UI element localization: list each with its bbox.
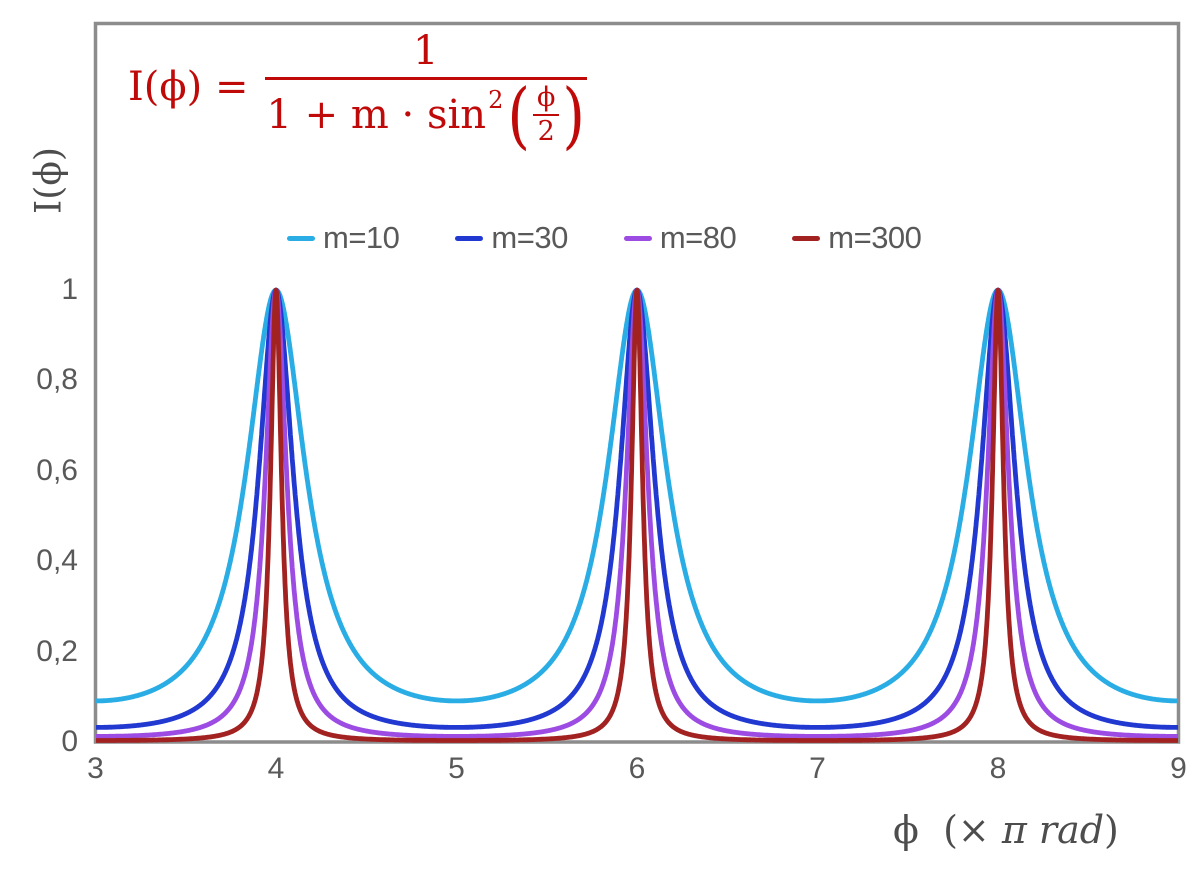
formula-inner-denominator: 2 bbox=[537, 115, 555, 147]
x-tick-label-4: 4 bbox=[267, 752, 285, 785]
formula-denominator-text: 1 + m · sin bbox=[266, 91, 487, 138]
formula-inner-numerator: ϕ bbox=[533, 83, 560, 116]
formula-exponent: 2 bbox=[488, 86, 504, 115]
x-axis-title-spacer2 bbox=[990, 808, 1002, 852]
legend: m=10 m=30 m=80 m=300 bbox=[287, 220, 922, 256]
y-tick-label-0.6: 0,6 bbox=[36, 453, 78, 487]
y-tick-label-0.2: 0,2 bbox=[36, 634, 78, 668]
y-tick-label-0.4: 0,4 bbox=[36, 544, 78, 578]
formula-lhs: I(ϕ) = bbox=[128, 64, 249, 111]
x-tick-label-6: 6 bbox=[628, 752, 646, 785]
x-tick-label-9: 9 bbox=[1170, 752, 1187, 785]
legend-swatch-icon bbox=[287, 235, 315, 241]
x-axis-title: ϕ (× π rad) bbox=[893, 808, 1119, 852]
legend-label: m=10 bbox=[323, 220, 400, 255]
legend-item-m10: m=10 bbox=[287, 220, 400, 256]
y-axis-title: I(ϕ) bbox=[28, 147, 70, 214]
curve-m300 bbox=[96, 287, 1178, 743]
legend-item-m80: m=80 bbox=[623, 220, 737, 256]
legend-label: m=30 bbox=[491, 220, 568, 255]
curve-m80 bbox=[96, 287, 1178, 739]
legend-swatch-icon bbox=[455, 235, 484, 241]
x-axis-title-phi: ϕ bbox=[893, 808, 919, 852]
x-tick-label-5: 5 bbox=[448, 752, 465, 785]
legend-swatch-icon bbox=[623, 235, 652, 241]
formula-numerator: 1 bbox=[413, 28, 439, 74]
legend-item-m30: m=30 bbox=[455, 220, 568, 256]
formula-open-paren: ( bbox=[507, 72, 530, 158]
x-axis-title-close: ) bbox=[1104, 808, 1119, 852]
legend-item-m300: m=300 bbox=[792, 220, 922, 256]
y-tick-label-0: 0 bbox=[61, 725, 78, 758]
x-axis-title-pre: (× bbox=[943, 808, 990, 852]
legend-label: m=300 bbox=[828, 220, 922, 255]
y-tick-label-0.8: 0,8 bbox=[36, 363, 78, 397]
x-tick-label-3: 3 bbox=[87, 752, 104, 785]
x-tick-label-7: 7 bbox=[809, 752, 826, 785]
x-axis-title-spacer bbox=[919, 808, 943, 852]
y-tick-label-1: 1 bbox=[61, 273, 78, 307]
formula-denominator: 1 + m · sin 2(ϕ 2) bbox=[264, 72, 588, 158]
formula-fraction: 1 1 + m · sin 2(ϕ 2) bbox=[264, 28, 588, 158]
formula-close-paren: ) bbox=[562, 72, 586, 158]
plot-frame bbox=[93, 21, 1181, 744]
legend-label: m=80 bbox=[659, 220, 737, 255]
legend-swatch-icon bbox=[792, 235, 821, 241]
x-tick-label-8: 8 bbox=[989, 752, 1007, 785]
formula-annotation: I(ϕ) = 1 1 + m · sin 2(ϕ 2) bbox=[128, 28, 588, 158]
x-axis-title-unit: π rad bbox=[1001, 808, 1105, 852]
curve-m30 bbox=[96, 287, 1178, 730]
